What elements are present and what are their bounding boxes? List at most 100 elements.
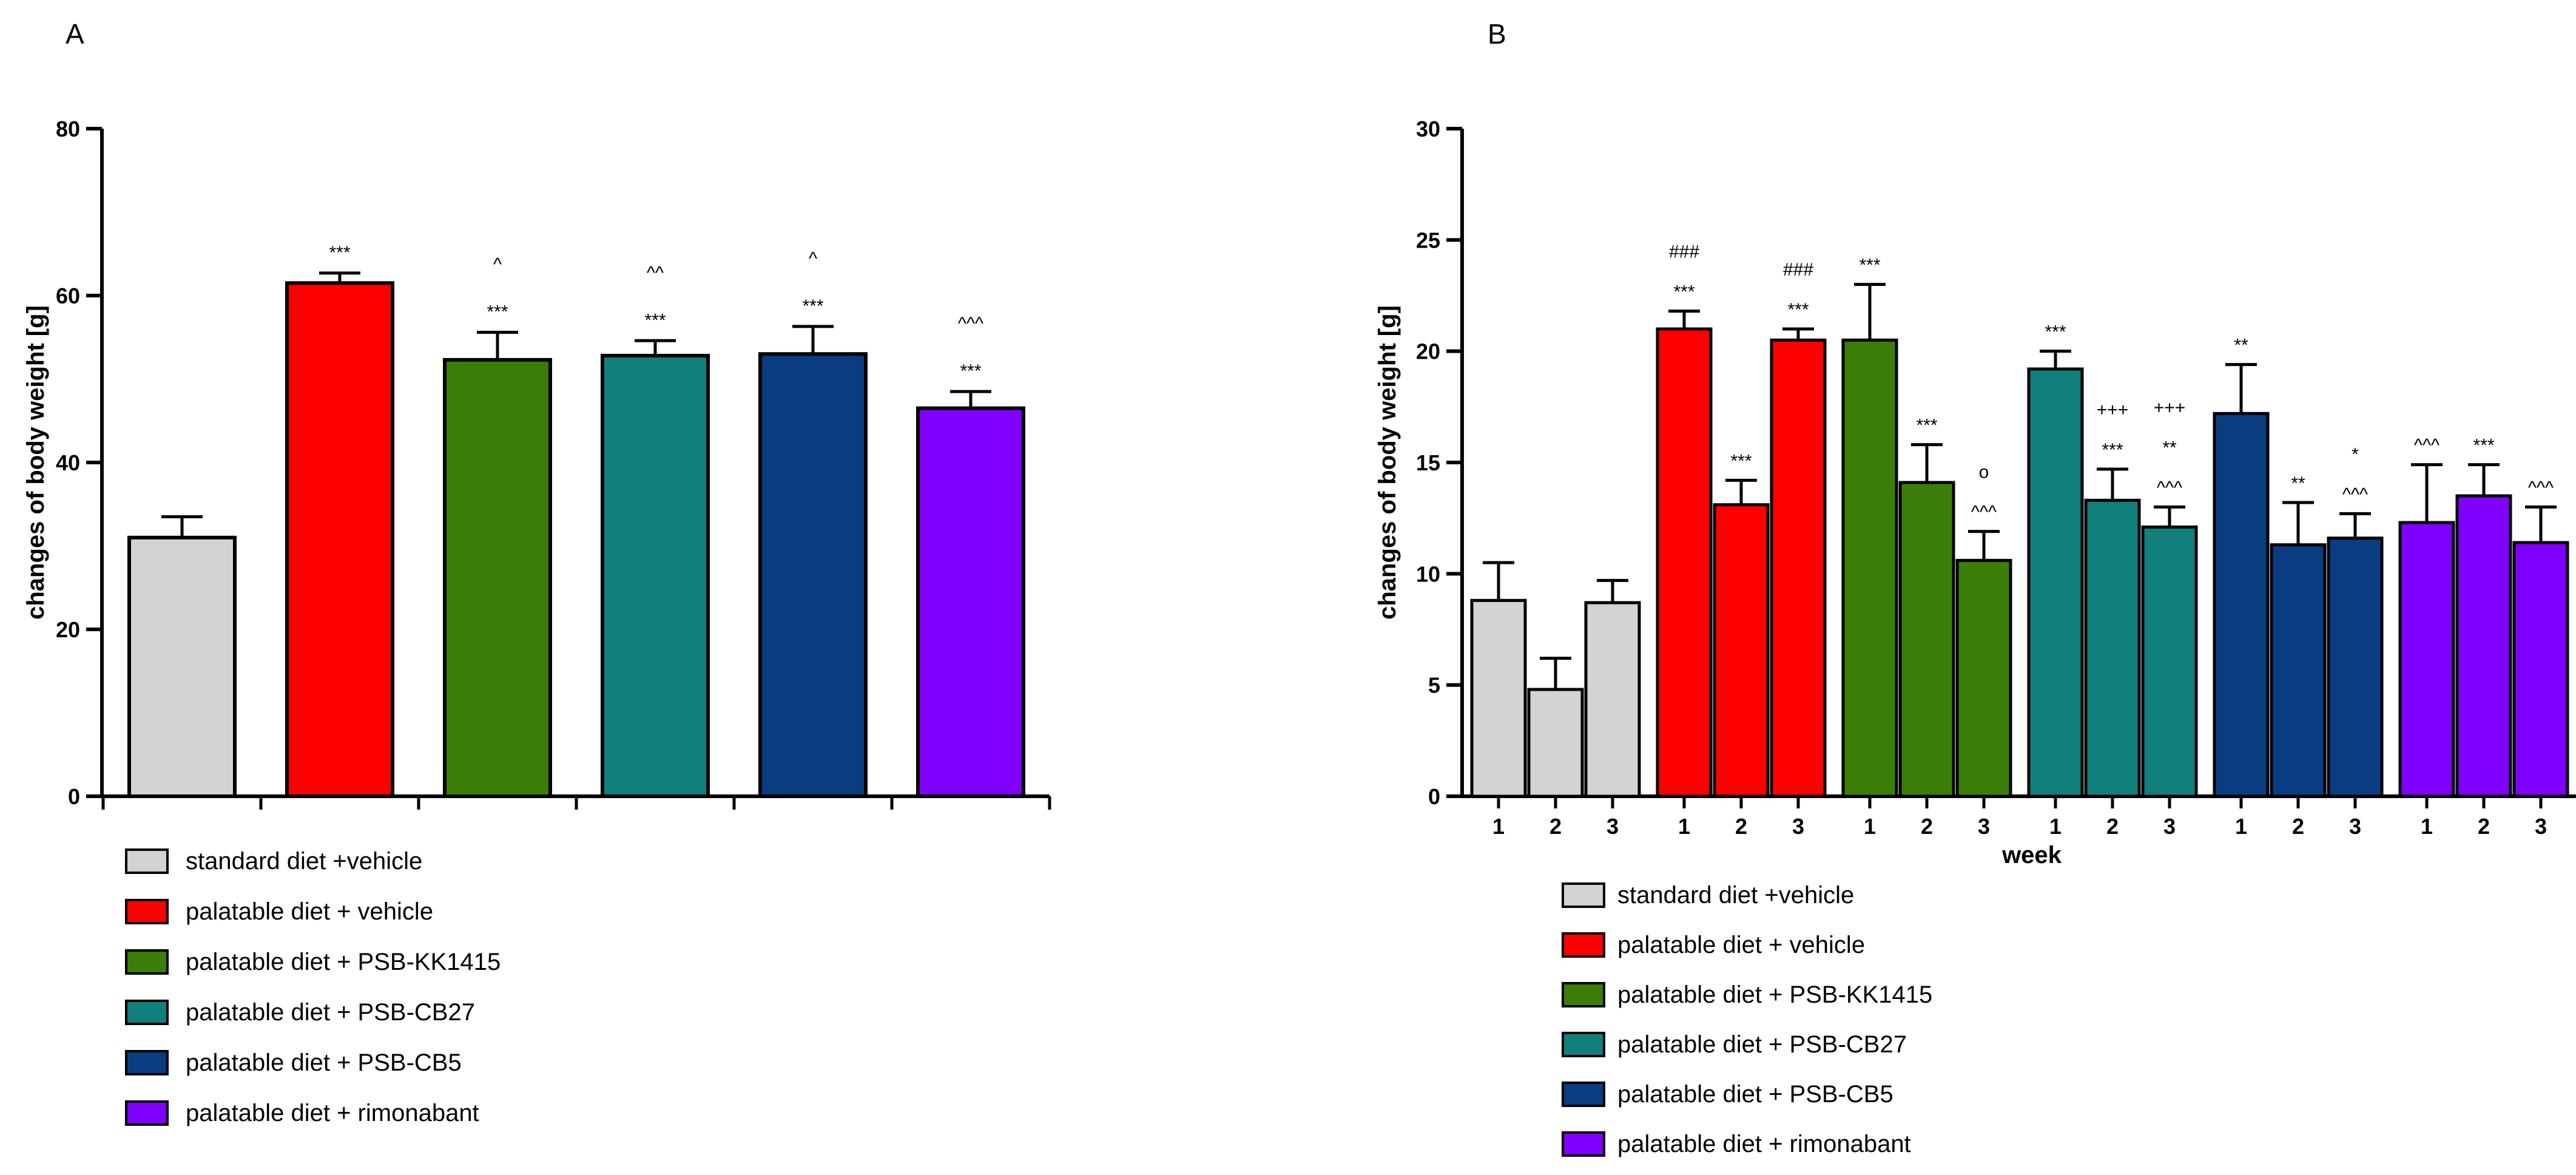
significance-label-b: ^^^ [2157,478,2182,498]
x-tick-label-b: 2 [2292,814,2304,839]
bar-b [1955,558,2012,798]
significance-label-b: +++ [2154,398,2186,418]
x-tick-label-b: 1 [2421,814,2433,839]
bar-b [2455,494,2512,798]
legend-label-a: palatable diet + rimonabant [186,1100,479,1126]
legend-swatch-a [125,848,169,874]
significance-label-b: *** [1787,300,1809,320]
y-tick-label-b: 25 [1416,228,1440,252]
x-axis-title-b: week [2001,842,2062,869]
legend-label-b: palatable diet + PSB-CB5 [1617,1081,1893,1108]
significance-label-a: ^^ [647,263,664,283]
legend-swatch-b [1562,932,1605,958]
significance-label-b: o [1979,462,1989,483]
significance-label-b: ** [2291,473,2305,493]
y-axis-title-b: changes of body weight [g] [1374,305,1401,620]
x-tick-label-b: 2 [1735,814,1747,839]
bar-a [916,406,1025,798]
significance-label-b: ^^^ [2342,484,2368,504]
x-tick-label-b: 3 [1978,814,1990,839]
significance-label-b: ^^^ [2528,478,2554,498]
legend-label-a: palatable diet + vehicle [186,898,433,925]
y-tick-label-b: 20 [1416,339,1440,364]
bar-a [127,535,237,798]
bar-a [285,281,394,798]
x-tick-label-b: 3 [2535,814,2547,839]
bar-b [2084,498,2141,798]
bar-b [2027,367,2084,798]
bar-a [443,357,552,798]
legend-label-a: palatable diet + PSB-CB27 [186,999,475,1026]
significance-label-a: *** [329,243,350,263]
significance-label-b: *** [2102,440,2123,460]
legend-swatch-b [1562,1082,1605,1107]
legend-label-b: palatable diet + PSB-CB27 [1617,1031,1907,1058]
x-tick-label-b: 2 [2106,814,2119,839]
significance-label-b: ### [1669,242,1699,262]
significance-label-a: ^ [493,255,502,275]
bar-b [1841,338,1898,798]
significance-label-b: ** [2234,336,2248,356]
x-tick-label-b: 1 [2235,814,2247,839]
x-tick-label-b: 2 [1549,814,1562,839]
significance-label-a: ^ [809,249,817,269]
x-tick-label-b: 3 [1792,814,1804,839]
chart-a: 0 20 40 60 80 changes of body weight [g] *** **… [22,117,1051,1126]
x-tick-label-b: 2 [2478,814,2490,839]
legend-label-b: palatable diet + rimonabant [1617,1131,1911,1157]
legend-swatch-b [1562,882,1605,908]
y-tick-label-b: 30 [1416,117,1440,141]
legend-swatch-a [125,949,169,975]
bar-b [1584,601,1641,798]
legend-swatch-b [1562,982,1605,1007]
bar-b [2270,543,2327,798]
legend-swatch-a [125,1000,169,1025]
y-tick-label-b: 15 [1416,450,1440,475]
legend-label-b: standard diet +vehicle [1617,882,1854,909]
significance-label-b: *** [2473,436,2494,456]
significance-label-b: *** [1673,282,1694,302]
panel-label-b: B [1488,18,1506,50]
x-tick-label-b: 2 [1921,814,1933,839]
x-tick-label-b: 1 [1492,814,1505,839]
y-tick-label-a: 0 [68,784,80,809]
significance-label-b: *** [1859,256,1880,276]
legend-label-a: palatable diet + PSB-CB5 [186,1049,462,1076]
bar-b [2213,411,2270,798]
bar-b [1770,338,1827,798]
significance-label-b: *** [1916,416,1937,436]
bar-a [758,352,868,798]
legend-swatch-a [125,899,169,924]
bar-b [2327,537,2384,798]
x-tick-label-b: 3 [2349,814,2361,839]
y-tick-label-b: 10 [1416,561,1440,586]
significance-label-a: ^^^ [958,314,983,334]
bar-b [1527,688,1584,798]
chart-b: 0 5 10 15 20 25 30 changes of body weight [g] 1 2… [1374,117,2576,1157]
x-tick-label-b: 1 [1678,814,1690,839]
x-tick-label-b: 3 [1607,814,1619,839]
y-tick-label-a: 80 [56,117,80,141]
bar-b [1470,598,1527,798]
legend-label-b: palatable diet + vehicle [1617,932,1865,958]
x-tick-label-b: 3 [2163,814,2176,839]
bar-b [2398,521,2455,798]
significance-label-b: * [2352,444,2359,464]
legend-label-a: standard diet +vehicle [186,848,422,875]
significance-label-b: ^^^ [2414,436,2439,456]
legend-swatch-a [125,1100,169,1126]
significance-label-a: *** [487,302,508,322]
y-tick-label-a: 20 [56,617,80,642]
legend-label-b: palatable diet + PSB-KK1415 [1617,981,1932,1008]
y-tick-label-a: 60 [56,283,80,308]
x-tick-label-b: 1 [1864,814,1876,839]
bar-b [2141,525,2198,798]
y-axis-title-a: changes of body weight [g] [22,305,49,620]
significance-label-b: *** [2045,322,2066,342]
legend-label-a: palatable diet + PSB-KK1415 [186,949,501,975]
significance-label-b: *** [1730,451,1752,471]
x-tick-label-b: 1 [2049,814,2062,839]
bar-b [1898,481,1955,798]
significance-label-a: *** [960,361,981,381]
